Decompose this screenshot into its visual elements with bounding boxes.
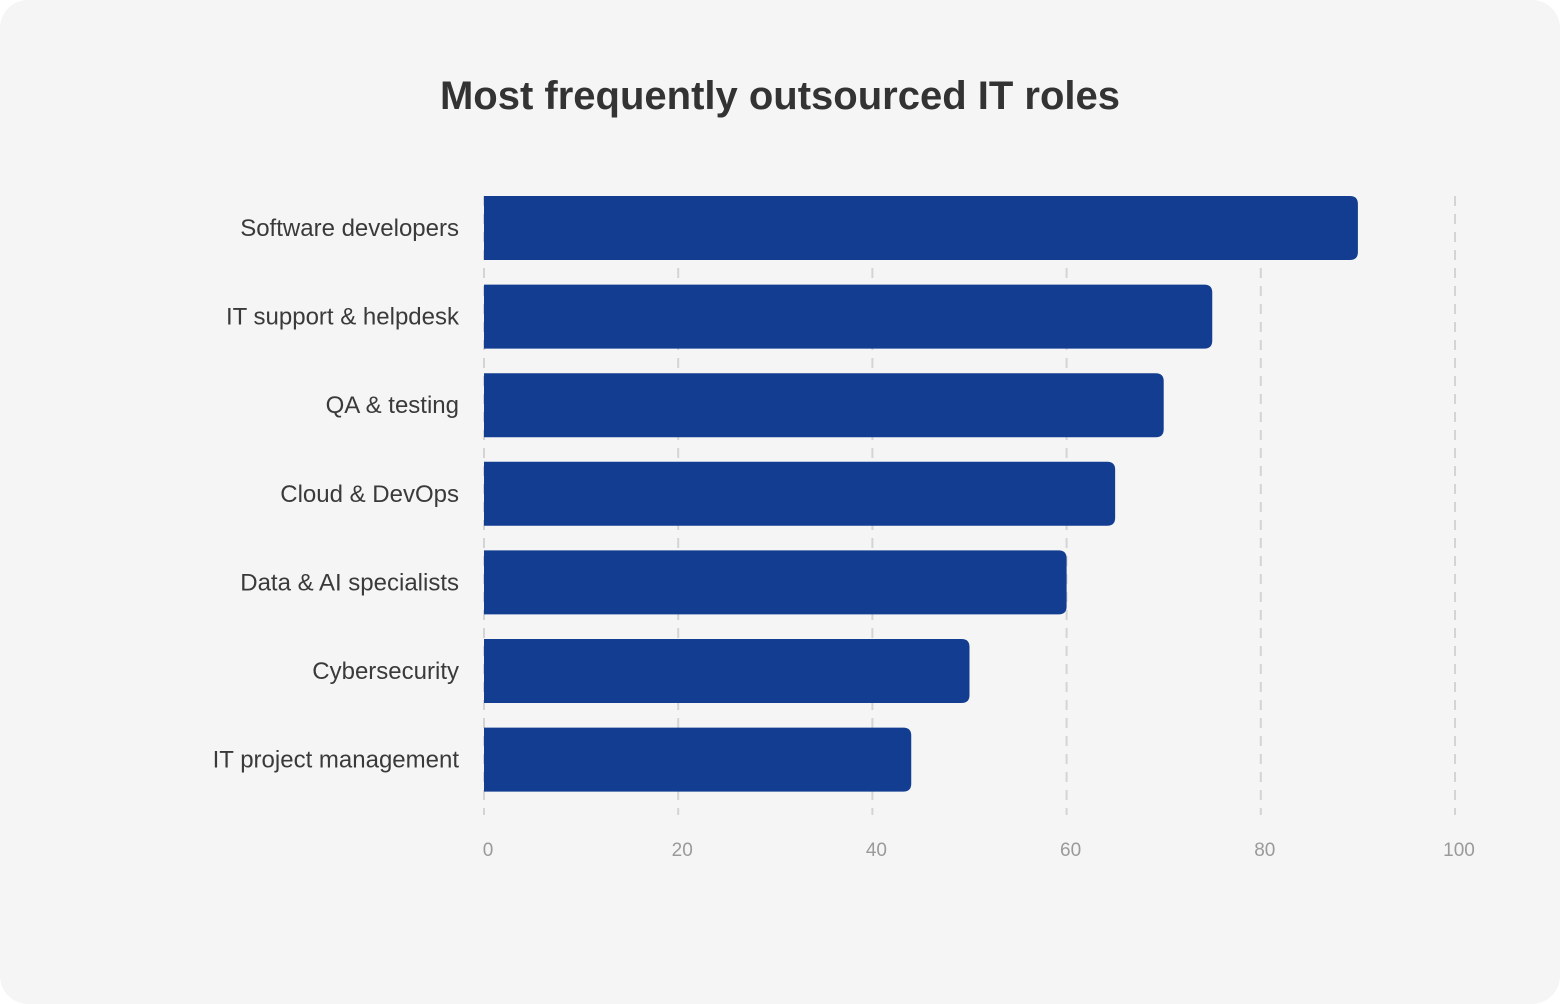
category-label: Software developers — [240, 215, 459, 242]
category-label: Cloud & DevOps — [280, 481, 459, 508]
x-tick-label: 80 — [1254, 840, 1275, 861]
bar — [484, 639, 970, 703]
bar — [484, 196, 1358, 260]
chart-title: Most frequently outsourced IT roles — [439, 74, 1121, 118]
category-label: Cybersecurity — [312, 658, 459, 685]
category-label: QA & testing — [326, 392, 459, 419]
x-tick-label: 40 — [866, 840, 887, 861]
x-tick-label: 0 — [483, 840, 494, 861]
x-tick-label: 100 — [1443, 840, 1475, 861]
bar — [484, 284, 1213, 349]
x-tick-label: 60 — [1060, 840, 1081, 861]
bar — [484, 461, 1116, 526]
bar — [484, 550, 1067, 615]
category-label: Data & AI specialists — [240, 569, 459, 596]
x-tick-label: 20 — [672, 840, 693, 861]
bar — [484, 373, 1164, 438]
category-label: IT support & helpdesk — [226, 304, 460, 331]
category-label: IT project management — [213, 747, 460, 774]
bar — [484, 727, 912, 792]
